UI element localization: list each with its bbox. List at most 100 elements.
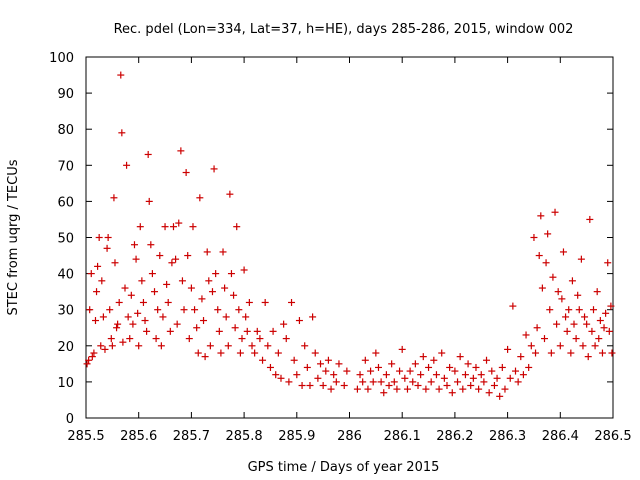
data-point — [443, 382, 451, 390]
data-point — [593, 288, 601, 296]
data-point — [124, 313, 132, 321]
data-point — [583, 320, 591, 328]
data-point — [269, 327, 277, 335]
data-point — [598, 349, 606, 357]
data-point — [230, 291, 238, 299]
data-point — [591, 342, 599, 350]
data-point — [221, 284, 229, 292]
data-point — [512, 367, 520, 375]
data-point — [464, 360, 472, 368]
data-point — [108, 342, 116, 350]
data-point — [101, 345, 109, 353]
data-point — [280, 320, 288, 328]
data-point — [136, 223, 144, 231]
data-point — [198, 295, 206, 303]
data-point — [570, 320, 578, 328]
data-point — [546, 306, 554, 314]
data-point — [422, 385, 430, 393]
data-point — [118, 129, 126, 137]
data-point — [215, 327, 223, 335]
x-tick-label: 286.3 — [489, 429, 526, 444]
data-point — [178, 277, 186, 285]
data-point — [438, 349, 446, 357]
data-point — [537, 212, 545, 220]
x-tick-label: 285.7 — [173, 429, 210, 444]
data-point — [196, 194, 204, 202]
data-point — [317, 360, 325, 368]
data-point — [361, 356, 369, 364]
data-point — [390, 378, 398, 386]
data-point — [393, 385, 401, 393]
data-point — [498, 363, 506, 371]
data-point — [90, 349, 98, 357]
data-point — [382, 371, 390, 379]
data-point — [551, 208, 559, 216]
data-point — [110, 194, 118, 202]
data-point — [565, 306, 573, 314]
x-tick-label: 285.6 — [120, 429, 157, 444]
data-point — [194, 349, 202, 357]
data-point — [374, 363, 382, 371]
data-point — [409, 378, 417, 386]
data-point — [600, 324, 608, 332]
data-point — [114, 320, 122, 328]
data-point — [164, 298, 172, 306]
data-point — [224, 342, 232, 350]
data-point — [451, 367, 459, 375]
data-point — [353, 385, 361, 393]
data-point — [454, 378, 462, 386]
data-point — [579, 342, 587, 350]
data-point — [86, 306, 94, 314]
data-point — [525, 363, 533, 371]
data-point — [169, 223, 177, 231]
data-point — [542, 259, 550, 267]
x-axis-ticks: 285.5 285.6 285.7 285.8 285.9 286 286.1 286.2 28… — [67, 57, 632, 444]
data-point — [567, 349, 575, 357]
data-point — [187, 284, 195, 292]
data-point — [327, 385, 335, 393]
data-point — [306, 382, 314, 390]
data-point — [604, 259, 612, 267]
data-point — [504, 345, 512, 353]
data-point — [477, 371, 485, 379]
data-point — [107, 335, 115, 343]
data-point — [330, 371, 338, 379]
data-point — [123, 161, 131, 169]
data-point — [127, 291, 135, 299]
y-tick-label: 0 — [66, 412, 74, 427]
data-point — [356, 371, 364, 379]
chart-title: Rec. pdel (Lon=334, Lat=37, h=HE), days … — [114, 22, 574, 37]
data-point — [83, 360, 91, 368]
data-point — [575, 306, 583, 314]
data-point — [411, 360, 419, 368]
x-tick-label: 286.5 — [594, 429, 631, 444]
data-point — [530, 234, 538, 241]
data-point — [161, 223, 169, 231]
data-point — [469, 374, 477, 382]
data-point — [435, 385, 443, 393]
data-point — [282, 335, 290, 343]
data-point — [193, 324, 201, 332]
data-points — [83, 71, 616, 400]
data-point — [180, 306, 188, 314]
data-point — [210, 165, 218, 173]
data-point — [607, 302, 615, 310]
data-point — [157, 342, 165, 350]
data-point — [222, 313, 230, 321]
y-tick-label: 60 — [57, 195, 74, 210]
data-point — [584, 353, 592, 361]
data-point — [295, 317, 303, 325]
data-point — [605, 327, 613, 335]
data-point — [256, 335, 264, 343]
x-tick-label: 285.9 — [278, 429, 315, 444]
data-point — [233, 223, 241, 231]
data-point — [238, 335, 246, 343]
data-point — [129, 320, 137, 328]
data-point — [608, 349, 616, 357]
data-point — [301, 342, 309, 350]
x-tick-label: 286 — [337, 429, 362, 444]
data-point — [272, 371, 280, 379]
data-point — [509, 302, 517, 310]
data-point — [559, 248, 567, 256]
data-point — [115, 298, 123, 306]
